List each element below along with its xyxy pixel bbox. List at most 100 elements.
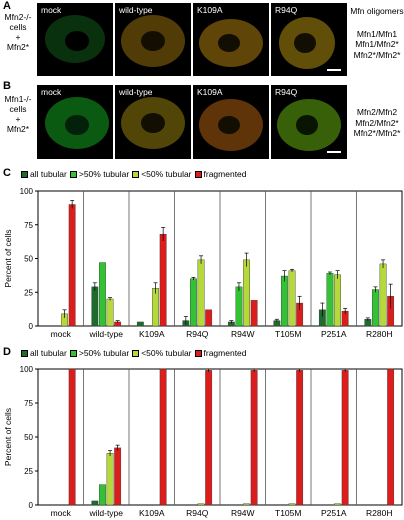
legend-swatch	[21, 170, 28, 178]
category-label: R94Q	[186, 508, 209, 518]
bar	[106, 453, 114, 506]
bar	[152, 287, 159, 327]
y-tick-label: 100	[20, 365, 34, 374]
y-axis-label: Percent of cells	[3, 229, 13, 287]
category-label: mock	[51, 329, 72, 339]
legend-item: all tubular	[21, 348, 67, 358]
bar	[205, 309, 213, 327]
micrograph-a-k109a-image	[199, 19, 263, 67]
panel-b-oligomers: Mfn2/Mfn2 Mfn2/Mfn2* Mfn2*/Mfn2*	[350, 107, 404, 139]
category-label: T105M	[275, 329, 301, 339]
y-tick-label: 25	[24, 467, 33, 476]
legend-label: fragmented	[203, 348, 247, 358]
panel-a-oligomers: Mfn oligomers Mfn1/Mfn1 Mfn1/Mfn2* Mfn2*…	[350, 6, 404, 60]
y-tick-label: 75	[24, 399, 33, 408]
y-axis-label: Percent of cells	[3, 408, 13, 466]
legend-swatch	[132, 349, 140, 357]
bar	[159, 234, 167, 327]
legend-item: <50% tubular	[132, 348, 192, 358]
bar	[159, 368, 167, 506]
legend-swatch	[69, 349, 77, 357]
legend-item: <50% tubular	[132, 169, 192, 179]
micrograph-a-mock-image	[45, 15, 105, 63]
bar	[190, 278, 197, 327]
cell-label-line: Mfn2-/-	[4, 12, 32, 22]
bar	[281, 275, 288, 327]
micrograph-a-r94q: R94Q	[271, 3, 347, 76]
oligomer-line: Mfn2/Mfn2*	[355, 117, 399, 128]
category-label: R280H	[366, 329, 392, 339]
micrograph-b-r94q: R94Q	[271, 85, 347, 159]
y-tick-label: 50	[24, 433, 33, 442]
micrograph-label: R94Q	[275, 87, 298, 97]
oligomer-line: Mfn2/Mfn2	[356, 107, 398, 117]
bar	[334, 274, 341, 327]
category-label: R280H	[366, 508, 392, 518]
y-tick-label: 25	[24, 288, 33, 297]
micrograph-a-r94q-image	[279, 17, 335, 69]
legend-item: all tubular	[21, 169, 67, 179]
bar	[99, 484, 106, 506]
scale-bar	[327, 151, 341, 153]
micrograph-label: K109A	[197, 87, 223, 97]
oligomer-line: Mfn2*/Mfn2*	[353, 128, 401, 138]
legend-swatch	[69, 170, 77, 178]
bar	[136, 321, 144, 327]
legend-label: >50% tubular	[78, 348, 130, 358]
category-label: T105M	[275, 508, 301, 518]
chart-c: 0 25 50 75 100 Percent of cells mock wild-type K…	[3, 187, 403, 339]
category-label: R94Q	[186, 329, 209, 339]
bar	[197, 503, 205, 506]
micrograph-label: wild-type	[119, 5, 153, 15]
micrograph-label: R94Q	[275, 5, 298, 15]
legend-c: all tubular >50% tubular <50% tubular fr…	[21, 169, 250, 179]
category-label: K109A	[139, 329, 165, 339]
legend-d: all tubular >50% tubular <50% tubular fr…	[21, 348, 250, 358]
category-label: R94W	[231, 508, 255, 518]
legend-label: <50% tubular	[141, 348, 192, 358]
bar	[205, 370, 213, 506]
category-label: P251A	[321, 508, 347, 518]
legend-label: all tubular	[30, 169, 67, 179]
category-label: R94W	[231, 329, 255, 339]
micrograph-b-wildtype: wild-type	[115, 85, 191, 159]
category-label: wild-type	[88, 329, 123, 339]
bar	[91, 500, 99, 506]
cell-label-line: +	[15, 32, 21, 42]
legend-label: all tubular	[30, 348, 67, 358]
category-label: mock	[51, 508, 72, 518]
panel-b-letter: B	[3, 80, 11, 92]
legend-item: >50% tubular	[69, 169, 130, 179]
category-label: P251A	[321, 329, 347, 339]
micrograph-a-mock: mock	[37, 3, 113, 76]
bar	[91, 286, 99, 327]
micrograph-b-wildtype-image	[121, 97, 185, 149]
legend-label: >50% tubular	[78, 169, 130, 179]
cell-label-line: Mfn2*	[6, 124, 30, 134]
y-tick-label: 75	[24, 221, 33, 230]
y-tick-label: 0	[29, 322, 34, 331]
bar	[243, 259, 250, 327]
category-label: wild-type	[88, 508, 123, 518]
legend-swatch	[21, 349, 28, 357]
panel-c-letter: C	[3, 167, 11, 179]
bar	[106, 298, 114, 327]
bar	[114, 447, 122, 506]
bar	[68, 368, 76, 506]
bar	[99, 262, 106, 327]
panel-b-cell-label: Mfn1-/- cells + Mfn2*	[0, 94, 36, 134]
panel-a-cell-label: Mfn2-/- cells + Mfn2*	[0, 12, 36, 52]
legend-item: fragmented	[194, 169, 247, 179]
micrograph-label: K109A	[197, 5, 223, 15]
y-tick-label: 50	[24, 255, 33, 264]
oligomer-line: Mfn1/Mfn1	[356, 28, 398, 39]
category-label: K109A	[139, 508, 165, 518]
bar	[250, 300, 258, 327]
bar	[296, 370, 304, 506]
y-tick-label: 0	[29, 501, 34, 510]
bar	[235, 286, 243, 327]
cell-label-line: Mfn2*	[6, 42, 30, 52]
oligomers-title: Mfn oligomers	[350, 6, 404, 16]
bar	[334, 503, 341, 506]
scale-bar	[327, 69, 341, 71]
